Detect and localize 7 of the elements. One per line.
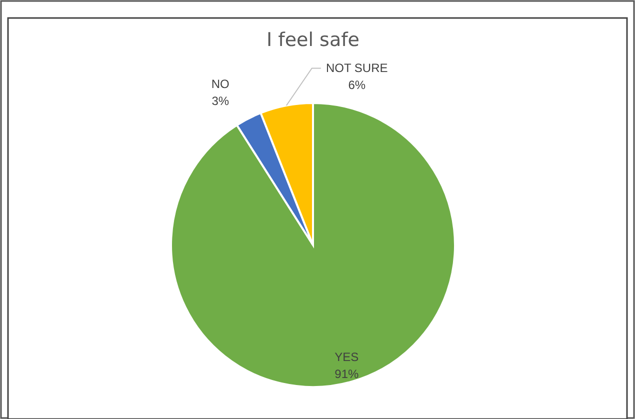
slice-label: NOT SURE [326,61,388,76]
data-label: 91% [334,366,360,381]
slice-label: YES [334,350,359,364]
data-label: 6% [348,78,366,92]
chart-title: I feel safe [266,29,360,51]
slice-label: NO [211,76,230,91]
data-label: 3% [212,94,230,108]
